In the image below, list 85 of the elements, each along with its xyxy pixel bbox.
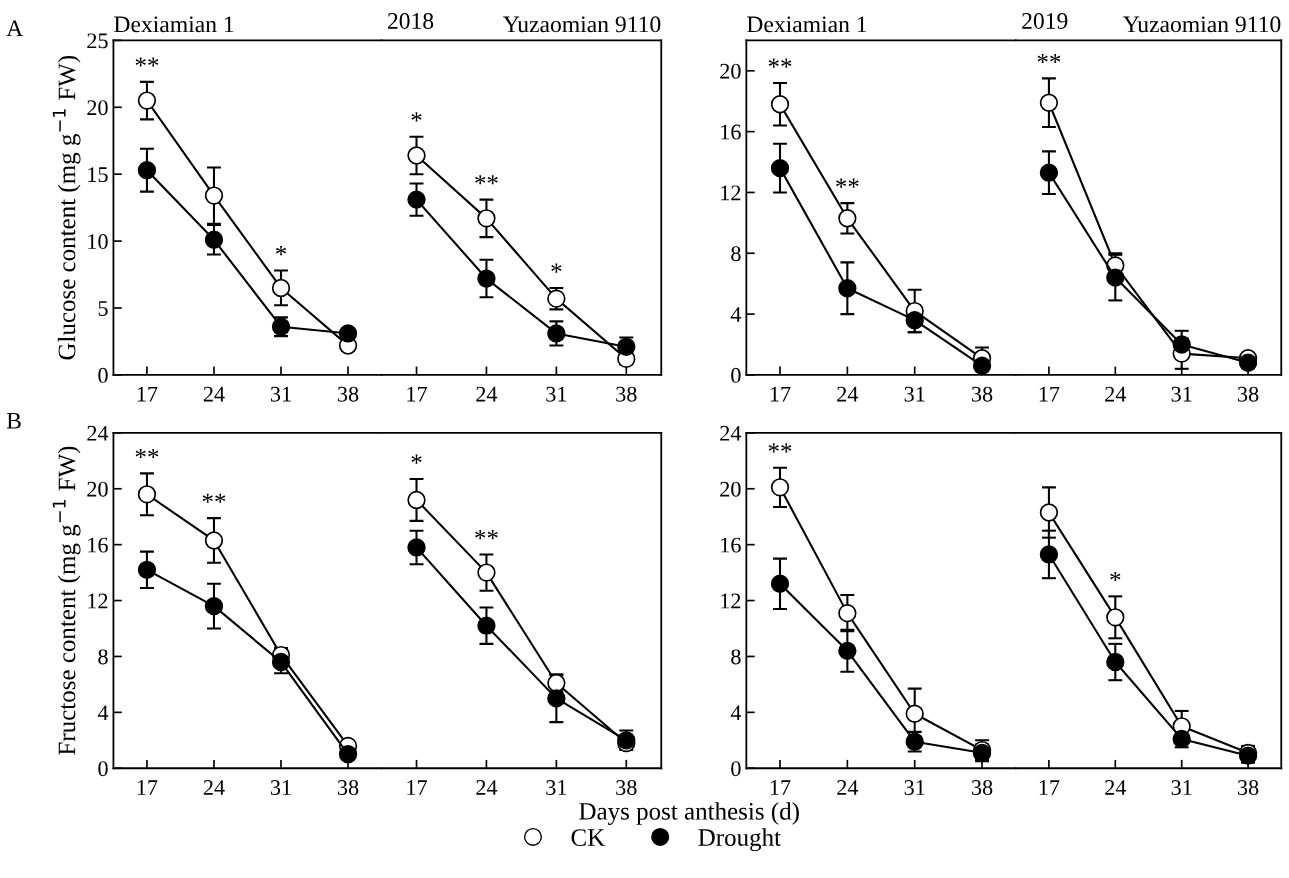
y-tick-label: 4: [97, 705, 109, 721]
text: 2018: [387, 12, 434, 29]
y-tick-label: 20: [720, 63, 741, 79]
y-tick-label: 4: [730, 307, 742, 322]
annotation: **: [475, 529, 498, 540]
x-tick-label: 31: [904, 386, 925, 402]
annotation: **: [202, 493, 226, 503]
y-tick-label: 8: [731, 649, 741, 665]
y-tick-label: 15: [88, 167, 108, 183]
x-tick-label: 31: [546, 386, 567, 402]
x-tick-label: 17: [1039, 780, 1060, 795]
annotation: *: [551, 263, 562, 273]
y-tick-label: 16: [721, 537, 741, 553]
chart-title: Yuzaomian 9110: [503, 16, 661, 33]
chart-title: Dexiamian 1: [114, 16, 234, 33]
x-tick-label: 38: [972, 386, 993, 402]
y-tick-label: 20: [87, 481, 108, 497]
y-tick-label: 8: [731, 246, 741, 262]
y-tick-label: 5: [98, 301, 108, 316]
annotation: **: [475, 175, 498, 185]
y-tick-label: 20: [87, 100, 108, 116]
x-tick-label: 38: [616, 780, 637, 795]
y-tick-label: 20: [720, 481, 741, 497]
annotation: **: [1037, 53, 1061, 64]
y-tick-label: 16: [721, 124, 741, 140]
x-tick-label: 38: [337, 780, 359, 795]
x-tick-label: 24: [203, 780, 225, 795]
y-tick-label: 8: [98, 649, 108, 665]
text: A: [6, 20, 24, 37]
x-tick-label: 17: [770, 386, 791, 402]
x-tick-label: 31: [546, 780, 567, 795]
x-tick-label: 31: [904, 780, 925, 795]
annotation: *: [411, 454, 422, 464]
y-tick-label: 12: [88, 593, 108, 609]
annotation: **: [135, 57, 159, 67]
x-tick-label: 17: [137, 780, 158, 795]
legend-label: CK: [571, 829, 605, 846]
x-axis-title: Days post anthesis (d): [579, 802, 799, 825]
x-tick-label: 24: [476, 780, 498, 795]
x-tick-label: 38: [337, 386, 359, 402]
x-tick-label: 24: [837, 780, 859, 795]
y-tick-label: 12: [721, 185, 741, 201]
y-tick-label: 24: [87, 425, 109, 441]
annotation: **: [135, 448, 159, 459]
text: 2019: [1022, 12, 1068, 29]
y-tick-label: 12: [721, 593, 741, 609]
annotation: **: [768, 58, 792, 68]
y-tick-label: 10: [88, 234, 108, 250]
y-tick-label: 0: [731, 761, 741, 777]
x-tick-label: 24: [1105, 780, 1127, 795]
y-tick-label: 4: [730, 705, 742, 721]
x-tick-label: 31: [270, 780, 291, 795]
y-tick-label: 25: [87, 33, 108, 49]
x-tick-label: 38: [1238, 780, 1259, 795]
y-tick-label: 24: [720, 425, 742, 441]
x-tick-label: 24: [837, 386, 859, 402]
y-tick-label: 0: [98, 761, 108, 777]
chart-title: Dexiamian 1: [747, 16, 867, 33]
chart-title: Yuzaomian 9110: [1123, 16, 1281, 33]
x-tick-label: 38: [1238, 386, 1259, 402]
x-tick-label: 38: [972, 780, 993, 795]
annotation: *: [275, 246, 287, 256]
y-tick-label: 0: [731, 367, 741, 383]
text: B: [6, 413, 21, 429]
x-tick-label: 31: [1171, 386, 1192, 402]
x-tick-label: 17: [407, 780, 427, 795]
annotation: **: [768, 443, 792, 453]
x-tick-label: 17: [1039, 386, 1060, 402]
x-tick-label: 24: [476, 386, 498, 402]
x-tick-label: 17: [770, 780, 791, 795]
x-tick-label: 38: [616, 386, 637, 402]
x-tick-label: 17: [137, 386, 158, 402]
legend-label: Drought: [698, 828, 781, 852]
x-tick-label: 24: [1105, 386, 1127, 402]
annotation: *: [411, 112, 422, 122]
y-axis-title: Fructose content (mg g$^{−1}$ FW): [52, 446, 81, 755]
y-tick-label: 16: [88, 537, 108, 553]
x-tick-label: 24: [203, 386, 225, 402]
x-tick-label: 31: [270, 386, 291, 402]
y-tick-label: 0: [98, 367, 108, 383]
annotation: *: [1110, 571, 1121, 582]
y-axis-title: Glucose content (mg g$^{−1}$ FW): [52, 55, 81, 360]
x-tick-label: 17: [407, 386, 427, 402]
annotation: **: [836, 178, 859, 188]
x-tick-label: 31: [1171, 780, 1192, 795]
